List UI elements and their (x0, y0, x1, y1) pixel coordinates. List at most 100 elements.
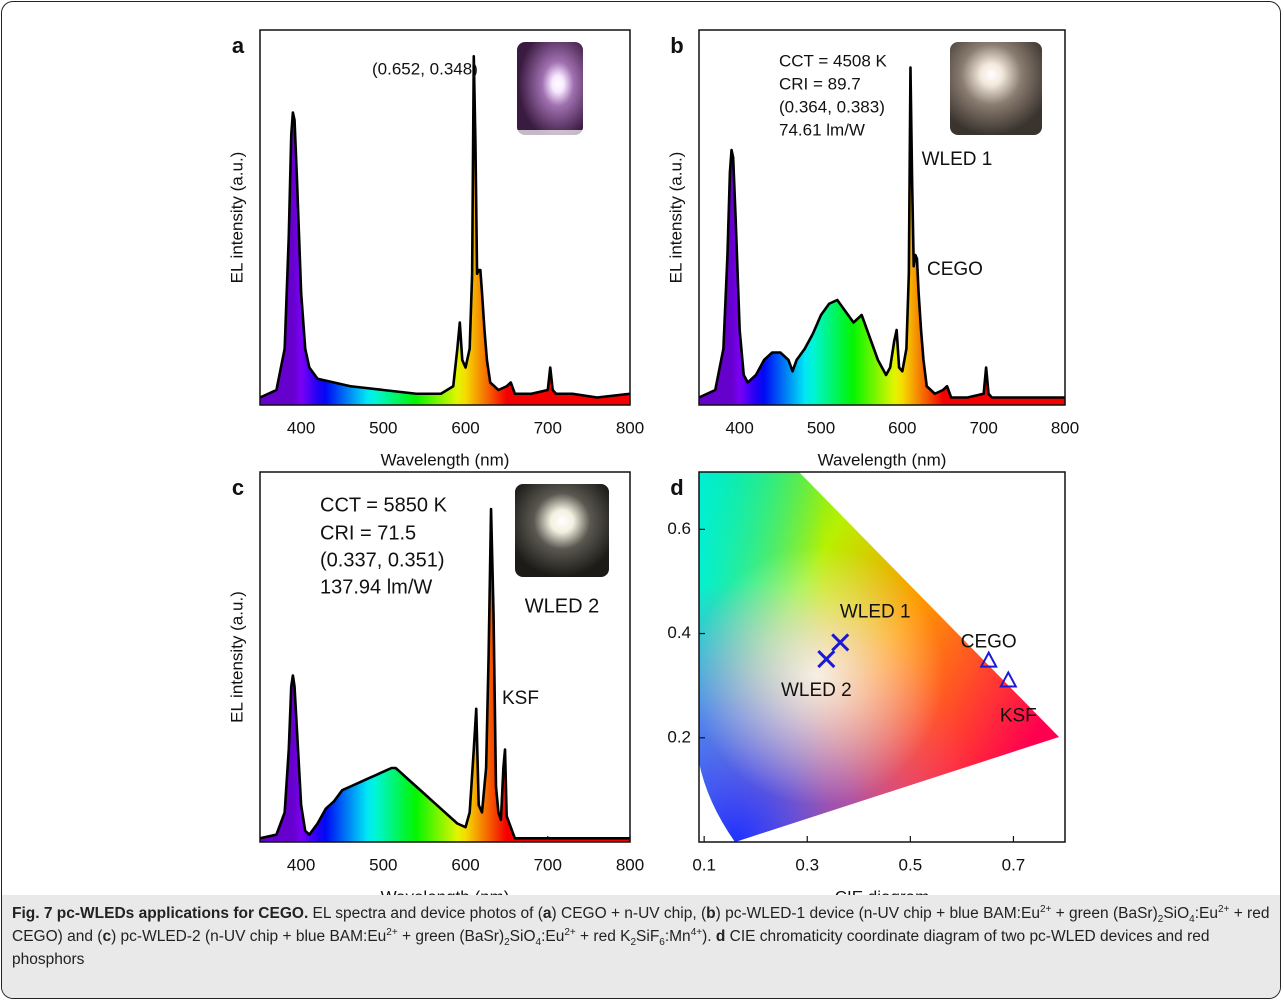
chart: a Wavelength (nm) EL intensity (a.u.) 400 50… (227, 29, 1079, 895)
point-label: CEGO (961, 632, 1017, 653)
caption: Fig. 7 pc-WLEDs applications for CEGO. E… (2, 895, 1280, 998)
spectrum-line (698, 66, 1065, 399)
plot-frame (698, 471, 1066, 843)
spectrum-area (699, 67, 1065, 405)
caption-text: 2+ (1039, 903, 1052, 915)
x-tick-label: 0.7 (1002, 855, 1026, 874)
caption-text: EL spectra and device photos of ( (308, 905, 543, 922)
caption-text: a (542, 905, 552, 922)
annotation: (0.337, 0.351) (320, 549, 445, 571)
annotation: (0.364, 0.383) (779, 97, 885, 116)
device-photo (515, 484, 609, 577)
caption-text: :Mn (664, 928, 691, 945)
x-axis-title: Wavelength (nm) (381, 450, 510, 469)
x-tick-label: 800 (1051, 418, 1079, 437)
y-tick-label: 0.6 (667, 519, 691, 538)
x-tick-label: 400 (725, 418, 753, 437)
plot-frame (259, 471, 631, 843)
annotation: CCT = 4508 K (779, 51, 888, 70)
x-tick-label: 700 (969, 418, 997, 437)
device-photo (517, 42, 583, 152)
annotation: WLED 2 (525, 595, 599, 617)
y-axis-title: EL intensity (a.u.) (227, 591, 246, 723)
cie-gamut (699, 472, 1059, 842)
spectrum-line (259, 54, 631, 399)
x-tick-label: 800 (616, 855, 644, 874)
caption-text: 4 (535, 937, 542, 949)
point-marker (999, 670, 1018, 688)
point-label: WLED 2 (781, 680, 852, 701)
y-tick-label: 0.2 (667, 727, 691, 746)
x-tick-label: 700 (534, 855, 562, 874)
caption-text: :Eu (1194, 905, 1218, 922)
x-axis-title: Wavelength (nm) (818, 450, 947, 469)
caption-text: 2+ (386, 926, 398, 938)
annotation: CRI = 89.7 (779, 74, 861, 93)
spectrum-line (259, 507, 630, 840)
caption-text: SiO (509, 928, 536, 945)
caption-text: ). (702, 928, 716, 945)
annotation: (0.652, 0.348) (372, 59, 478, 78)
caption-text: d (715, 928, 726, 945)
y-axis-title: EL intensity (a.u.) (227, 152, 246, 284)
y-tick-label: 0.4 (667, 623, 691, 642)
caption-text: ) pc-WLED-2 (n-UV chip + blue BAM:Eu (111, 928, 387, 945)
caption-text: 2+ (564, 926, 576, 938)
x-tick-label: 400 (287, 855, 315, 874)
annotation: CCT = 5850 K (320, 494, 448, 516)
panel-label: b (670, 33, 683, 58)
caption-text: 2+ (1217, 903, 1230, 915)
plot-frame (259, 29, 631, 406)
x-tick-label: 500 (369, 418, 397, 437)
caption-text: + green (BaSr) (1051, 905, 1158, 922)
caption-text: 2 (630, 937, 637, 949)
caption-text: + green (BaSr) (397, 928, 505, 945)
point-marker (831, 633, 850, 652)
caption-text: SiO (1163, 905, 1190, 922)
caption-text: 2 (1157, 914, 1164, 926)
caption-text: SiF (636, 928, 660, 945)
x-tick-label: 0.5 (899, 855, 923, 874)
caption-text: :Eu (541, 928, 565, 945)
caption-text: 4+ (690, 926, 703, 938)
x-tick-label: 600 (451, 855, 479, 874)
caption-text: 2 (504, 937, 510, 949)
x-tick-label: 500 (369, 855, 397, 874)
x-tick-label: 600 (451, 418, 479, 437)
panel-label: d (670, 475, 683, 500)
x-tick-label: 0.3 (795, 855, 819, 874)
x-axis-title: Wavelength (nm) (381, 887, 510, 895)
x-tick-label: 0.1 (692, 855, 716, 874)
point-label: KSF (1000, 705, 1037, 726)
caption-text: b (706, 905, 716, 922)
annotation: KSF (502, 688, 539, 709)
caption-text: CIE chromaticity coordinate diagram of t… (12, 928, 1210, 968)
caption-text: 4 (1189, 914, 1195, 926)
spectrum-area (260, 509, 630, 842)
annotation: 74.61 lm/W (779, 120, 865, 139)
caption-text: c (102, 928, 112, 945)
y-axis-title: EL intensity (a.u.) (666, 152, 685, 284)
plot-frame (698, 29, 1066, 406)
annotation: WLED 1 (922, 149, 993, 170)
x-tick-label: 700 (534, 418, 562, 437)
x-tick-label: 800 (616, 418, 644, 437)
panel-label: c (232, 475, 244, 500)
point-marker (817, 650, 836, 669)
panel-label: a (232, 33, 245, 58)
caption-text: + red CEGO) and ( (12, 905, 1270, 945)
device-photo (950, 42, 1042, 135)
x-tick-label: 600 (888, 418, 916, 437)
caption-text: 6 (659, 937, 665, 949)
spectrum-area (260, 56, 630, 405)
annotation: CEGO (927, 259, 983, 280)
caption-text: ) CEGO + n-UV chip, ( (551, 905, 707, 922)
point-marker (979, 650, 998, 668)
x-tick-label: 500 (807, 418, 835, 437)
caption-text: + red K (575, 928, 631, 945)
point-label: WLED 1 (840, 601, 911, 622)
annotation: CRI = 71.5 (320, 522, 416, 544)
x-tick-label: 400 (287, 418, 315, 437)
x-axis-title: CIE diagram (835, 887, 929, 895)
